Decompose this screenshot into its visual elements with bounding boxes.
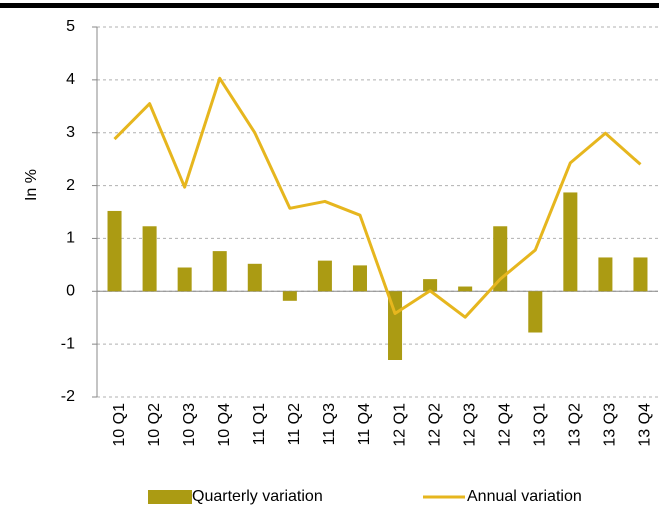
bar bbox=[282, 291, 297, 301]
x-tick-label: 13 Q2 bbox=[567, 403, 584, 447]
top-rule bbox=[0, 3, 659, 8]
bar bbox=[317, 260, 332, 292]
bar bbox=[528, 291, 543, 333]
x-tick-label: 13 Q4 bbox=[637, 403, 654, 447]
x-tick-label: 12 Q1 bbox=[391, 403, 408, 447]
bar bbox=[247, 263, 262, 292]
x-tick-label: 10 Q2 bbox=[146, 403, 163, 447]
bar bbox=[388, 291, 403, 360]
line bbox=[113, 76, 642, 319]
x-tick-label: 10 Q3 bbox=[181, 403, 198, 447]
bar bbox=[598, 257, 613, 292]
y-tick-label: -1 bbox=[61, 335, 75, 352]
y-tick-label: -2 bbox=[61, 388, 75, 405]
x-tick-label: 12 Q4 bbox=[496, 403, 513, 447]
legend-label: Annual variation bbox=[467, 488, 582, 505]
bar bbox=[107, 210, 122, 292]
bar bbox=[142, 226, 157, 292]
bar bbox=[352, 265, 367, 292]
bar bbox=[563, 192, 578, 292]
y-tick-label: 3 bbox=[66, 124, 75, 141]
y-tick-label: 2 bbox=[66, 177, 75, 194]
x-tick-label: 12 Q2 bbox=[426, 403, 443, 447]
bar bbox=[458, 286, 473, 292]
x-tick-label: 13 Q3 bbox=[602, 403, 619, 447]
x-tick-label: 11 Q3 bbox=[321, 403, 338, 446]
x-tick-label: 11 Q1 bbox=[251, 403, 268, 446]
x-tick-label: 10 Q1 bbox=[111, 403, 128, 447]
bar bbox=[633, 257, 648, 292]
legend-swatch bbox=[148, 490, 192, 504]
bar bbox=[423, 279, 438, 292]
bar bbox=[177, 267, 192, 292]
y-tick-label: 4 bbox=[66, 71, 75, 88]
x-tick-label: 11 Q4 bbox=[356, 403, 373, 446]
y-tick-label: 5 bbox=[66, 18, 75, 35]
legend-label: Quarterly variation bbox=[192, 488, 323, 505]
x-tick-label: 11 Q2 bbox=[286, 403, 303, 446]
x-tick-label: 13 Q1 bbox=[532, 403, 549, 447]
bar bbox=[212, 251, 227, 292]
x-tick-label: 12 Q3 bbox=[461, 403, 478, 447]
y-axis-label: In % bbox=[23, 169, 40, 201]
y-tick-label: 1 bbox=[66, 230, 75, 247]
x-tick-label: 10 Q4 bbox=[216, 403, 233, 447]
bar bbox=[493, 226, 508, 292]
y-tick-label: 0 bbox=[66, 283, 75, 300]
